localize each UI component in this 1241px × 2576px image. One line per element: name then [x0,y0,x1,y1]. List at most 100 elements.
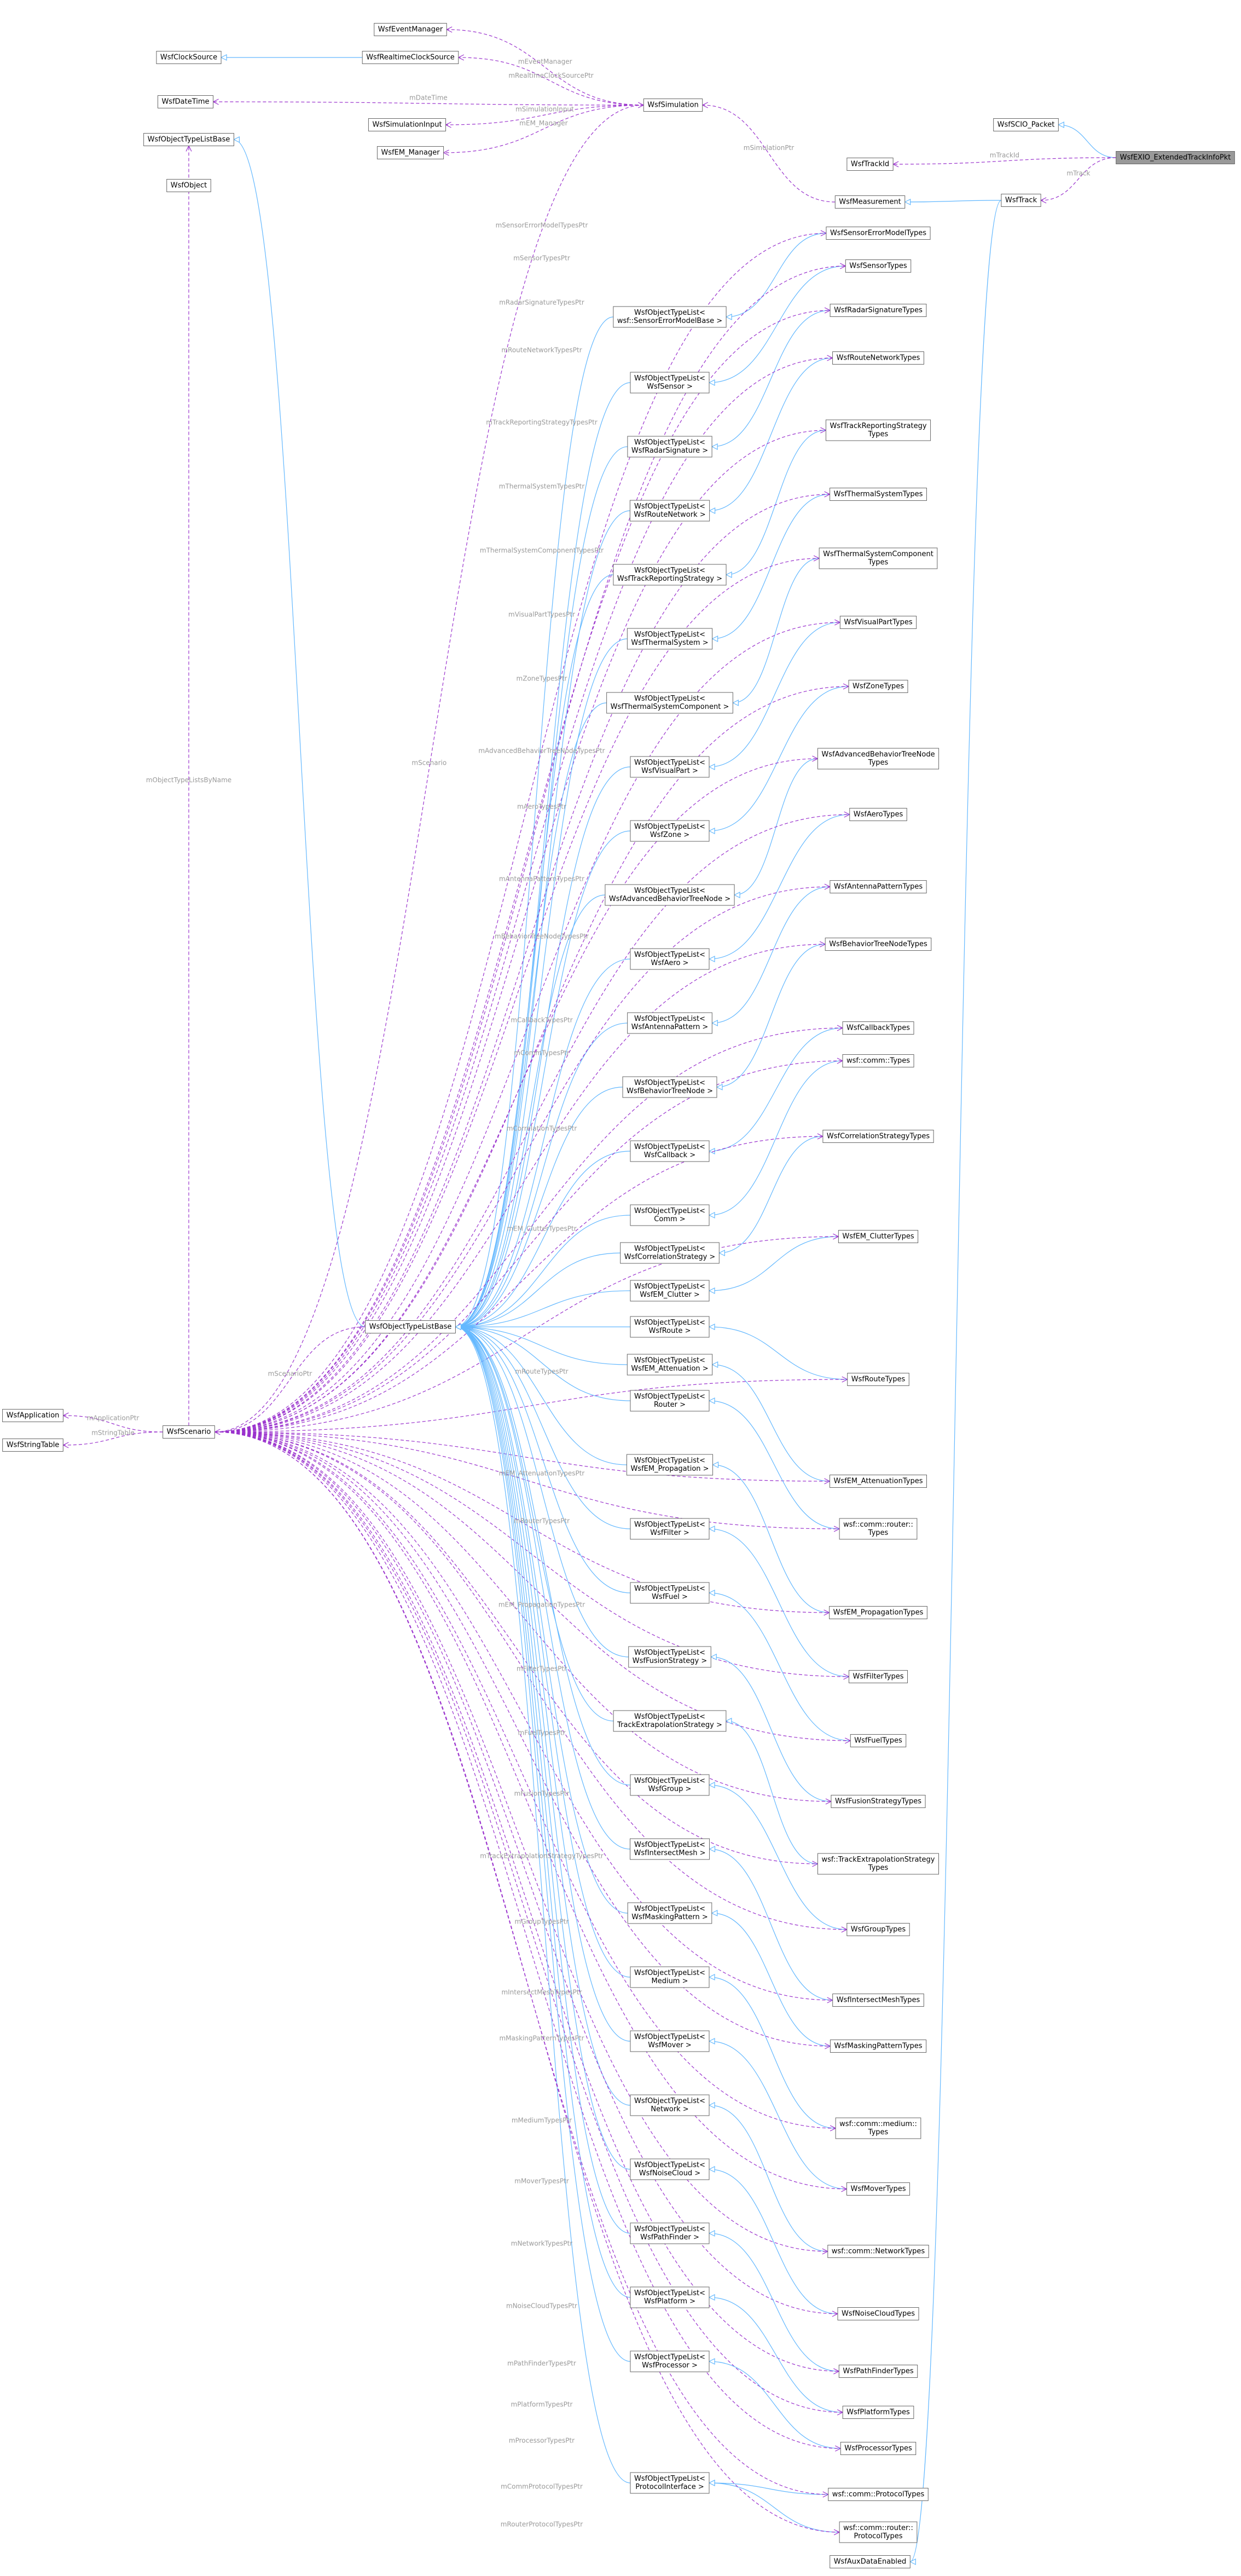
edge-label: mTrackReportingStrategyTypesPtr [486,419,598,426]
node-box [622,1076,717,1098]
usage-edge [214,1431,839,2371]
node-label: Router > [654,1401,686,1409]
edge-label: mRouterProtocolTypesPtr [501,2521,583,2528]
node-label: WsfRealtimeClockSource [366,54,455,62]
edge-label: mEM_ClutterTypesPtr [507,1225,576,1233]
node-label: WsfObjectTypeList< [634,823,705,831]
edge-label: mRouterTypesPtr [514,1517,570,1525]
inheritance-edge [905,200,1001,202]
usage-edge [213,102,644,106]
edge-label: mGroupTypesPtr [515,1918,569,1926]
inheritance-edge [709,2169,838,2314]
node-box [630,2094,710,2116]
node-box [143,133,234,146]
edge-label: mEM_AttenuationTypesPtr [499,1470,585,1477]
node-label: WsfRoute > [649,1327,691,1335]
inheritance-edge [455,1327,630,1401]
node-box [827,2245,929,2258]
class-node: wsf::TrackExtrapolationStrategyTypes [817,1853,939,1875]
class-node: WsfAuxDataEnabled [830,2555,911,2568]
node-box [643,99,703,112]
node-label: WsfTrackReportingStrategy > [617,575,722,583]
inheritance-edge [733,558,820,703]
edge-label: mMoverTypesPtr [514,2178,569,2185]
node-label: wsf::comm::medium:: [839,2120,917,2128]
node-box [630,1280,710,1302]
usage-edge [214,622,840,1433]
class-node: WsfObjectTypeList<TrackExtrapolationStra… [613,1710,727,1732]
node-box [842,1021,914,1035]
node-label: Medium > [651,1977,688,1985]
edges [63,30,1116,2562]
node-label: WsfBehaviorTreeNode > [627,1087,713,1095]
node-label: WsfTrackId [851,160,889,169]
node-box [850,1734,907,1747]
inheritance-edge [709,1060,843,1215]
edge-label: mTrackExtrapolationStrategyTypesPtr [480,1852,604,1860]
inheritance-edge [726,1721,818,1864]
edge-label: mRouteNetworkTypesPtr [501,346,582,354]
node-label: WsfThermalSystemComponent > [611,703,729,711]
node-label: WsfObjectTypeList< [634,631,705,639]
edge-label: mBehaviorTreeNodeTypesPtr [495,933,589,940]
edge-label: mEM_Manager [519,119,567,127]
node-box [842,1054,914,1067]
inheritance-edge [455,1023,628,1327]
inheritance-edge [713,1465,830,1613]
inheritance-edge [455,638,628,1327]
node-label: Types [868,1864,889,1872]
inheritance-edge [709,814,850,959]
inheritance-edge [709,2233,839,2372]
node-label: WsfObjectTypeList< [634,1649,705,1657]
node-label: WsfObjectTypeList< [634,1713,705,1721]
node-label: WsfObjectTypeList< [634,438,705,447]
node-label: WsfProcessor > [642,2361,698,2370]
node-label: WsfClockSource [160,54,217,62]
class-node: WsfZoneTypes [848,680,908,693]
inheritance-edge [709,622,840,767]
node-label: WsfAeroTypes [854,811,903,819]
node-label: WsfMaskingPatternTypes [834,2042,922,2051]
node-label: WsfObject [171,182,207,190]
inheritance-edge [709,2297,843,2413]
class-node: WsfObject [166,179,211,192]
class-node: WsfObjectTypeList<WsfThermalSystemCompon… [606,692,733,714]
node-box [1001,194,1041,207]
node-label: WsfRouteNetwork > [634,511,705,519]
inheritance-edge [710,357,833,511]
node-label: WsfObjectTypeList< [634,503,705,511]
class-node: WsfObjectTypeList<WsfEM_Clutter > [630,1280,710,1302]
node-box [832,351,924,365]
class-node: WsfObjectTypeList<WsfRouteNetwork > [629,500,710,522]
node-box [613,564,727,586]
node-label: WsfObjectTypeList< [634,2161,705,2169]
node-box [993,118,1059,131]
node-label: WsfObjectTypeList< [634,1015,705,1023]
edge-label: mThermalSystemTypesPtr [499,483,585,490]
class-node: WsfEM_Manager [376,146,444,159]
node-label: WsfEXIO_ExtendedTrackInfoPkt [1120,154,1231,162]
inheritance-edge [712,886,830,1023]
class-node: WsfObjectTypeList<WsfSensor > [630,372,710,394]
usage-edge [214,1028,843,1433]
inheritance-edge [455,1327,627,1465]
node-label: WsfSimulationInput [372,121,442,129]
inheritance-edge [709,1977,836,2129]
class-node: WsfFilterTypes [848,1670,908,1683]
class-node: WsfObjectTypeListBase [365,1320,456,1333]
inheritance-edge [709,2105,828,2252]
node-box [156,51,222,64]
node-label: WsfVisualPart > [641,767,698,775]
inheritance-edge [709,686,849,831]
node-label: WsfFuel > [652,1593,688,1601]
node-box [620,1242,720,1264]
edge-label: mSimulationPtr [744,144,795,152]
node-label: WsfApplication [7,1412,60,1420]
class-node: WsfObjectTypeList<WsfNoiseCloud > [630,2158,710,2180]
class-node: WsfObjectTypeList<WsfFilter > [630,1518,710,1540]
node-label: WsfAdvancedBehaviorTreeNode > [609,895,730,903]
node-box [629,500,710,522]
inheritance-edge [455,1087,623,1327]
